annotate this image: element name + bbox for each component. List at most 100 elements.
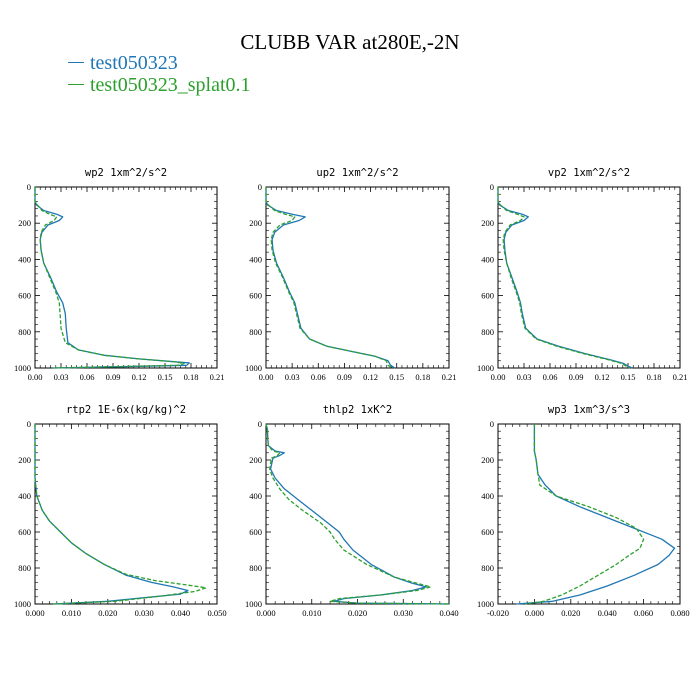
y-tick-label: 200 <box>249 455 262 465</box>
x-tick-label: 0.06 <box>543 372 558 382</box>
y-tick-label: 200 <box>18 218 31 228</box>
y-tick-label: 0 <box>490 182 494 192</box>
y-tick-label: 1000 <box>14 599 31 609</box>
x-tick-label: 0.18 <box>415 372 430 382</box>
y-tick-label: 400 <box>249 254 262 264</box>
plot-frame <box>265 423 450 605</box>
y-tick-label: 600 <box>18 291 31 301</box>
y-tick-label: 1000 <box>245 363 262 373</box>
series-line-test050323-splat0-1 <box>34 187 185 369</box>
y-tick-label: 200 <box>18 455 31 465</box>
series-line-test050323-splat0-1 <box>265 187 393 369</box>
x-tick-label: 0.18 <box>647 372 662 382</box>
y-tick-label: 600 <box>481 527 494 537</box>
x-tick-label: 0.09 <box>106 372 121 382</box>
y-tick-label: 200 <box>481 218 494 228</box>
x-tick-label: 0.050 <box>207 608 226 618</box>
y-tick-label: 400 <box>18 491 31 501</box>
legend-label: test050323 <box>90 52 178 74</box>
panel-title: wp2 1xm^2/s^2 <box>85 167 167 179</box>
x-tick-label: 0.18 <box>184 372 199 382</box>
x-tick-label: 0.020 <box>98 608 117 618</box>
plot-frame <box>497 423 681 605</box>
x-tick-label: 0.00 <box>28 372 43 382</box>
x-tick-label: 0.12 <box>595 372 610 382</box>
x-tick-label: 0.000 <box>25 608 44 618</box>
panel-vp2: vp2 1xm^2/s^2 0.00 0.03 0.06 0.09 0.12 0.15 0.1… <box>477 167 687 382</box>
series-line-test050323-splat0-1 <box>525 424 645 605</box>
legend-entry-splat: test050323_splat0.1 <box>68 74 251 96</box>
panel-rtp2: rtp2 1E-6x(kg/kg)^2 0.000 0.010 0.020 0.030 0… <box>14 404 227 618</box>
x-tick-label: 0.00 <box>259 372 274 382</box>
x-tick-label: 0.21 <box>673 372 688 382</box>
legend-swatch-solid <box>68 61 84 63</box>
x-tick-label: 0.040 <box>598 608 617 618</box>
series-line-test050323-splat0-1 <box>265 423 450 605</box>
x-tick-label: 0.010 <box>302 608 321 618</box>
x-tick-label: 0.12 <box>363 372 378 382</box>
x-tick-label: 0.020 <box>561 608 580 618</box>
y-tick-label: 1000 <box>477 363 494 373</box>
x-tick-label: 0.21 <box>210 372 225 382</box>
y-tick-label: 400 <box>18 254 31 264</box>
main-title: CLUBB VAR at280E,-2N <box>240 30 460 54</box>
x-tick-label: 0.000 <box>525 608 544 618</box>
y-tick-label: 0 <box>258 419 262 429</box>
y-tick-label: 800 <box>481 327 494 337</box>
y-tick-label: 200 <box>481 455 494 465</box>
y-tick-label: 0 <box>490 419 494 429</box>
x-tick-label: 0.15 <box>621 372 636 382</box>
x-tick-label: 0.010 <box>62 608 81 618</box>
y-tick-label: 600 <box>18 527 31 537</box>
y-tick-label: 800 <box>249 563 262 573</box>
legend-entry-test050323: test050323 <box>68 52 178 74</box>
y-tick-label: 400 <box>481 491 494 501</box>
x-tick-label: 0.03 <box>517 372 532 382</box>
x-tick-label: 0.06 <box>311 372 326 382</box>
y-tick-label: 0 <box>27 419 31 429</box>
legend-swatch-dashed <box>68 83 84 85</box>
y-tick-label: 1000 <box>14 363 31 373</box>
x-tick-label: 0.00 <box>491 372 506 382</box>
panel-wp3: wp3 1xm^3/s^3 -0.020 0.000 0.020 0.040 0.060 0… <box>477 404 690 618</box>
legend-label: test050323_splat0.1 <box>90 74 251 96</box>
panel-title: thlp2 1xK^2 <box>323 404 393 416</box>
panel-title: wp3 1xm^3/s^3 <box>548 404 630 416</box>
x-tick-label: 0.12 <box>132 372 147 382</box>
x-tick-label: 0.020 <box>348 608 367 618</box>
plot-frame <box>34 423 218 605</box>
y-tick-label: 0 <box>27 182 31 192</box>
plot-frame <box>265 186 450 369</box>
y-tick-label: 1000 <box>477 599 494 609</box>
x-tick-label: 0.030 <box>394 608 413 618</box>
x-tick-label: 0.080 <box>670 608 689 618</box>
x-tick-label: 0.040 <box>171 608 190 618</box>
panel-title: rtp2 1E-6x(kg/kg)^2 <box>66 404 186 416</box>
y-tick-label: 800 <box>249 327 262 337</box>
x-tick-label: 0.03 <box>54 372 69 382</box>
x-tick-label: 0.09 <box>337 372 352 382</box>
panel-wp2: wp2 1xm^2/s^2 0.00 0.03 0.06 0.09 0.12 0.15 0.1… <box>14 167 224 382</box>
y-tick-label: 800 <box>18 327 31 337</box>
x-tick-label: 0.15 <box>389 372 404 382</box>
x-tick-label: -0.020 <box>487 608 509 618</box>
x-tick-label: 0.000 <box>256 608 275 618</box>
x-tick-label: 0.09 <box>569 372 584 382</box>
x-tick-label: 0.030 <box>135 608 154 618</box>
panel-title: vp2 1xm^2/s^2 <box>548 167 630 179</box>
y-tick-label: 600 <box>481 291 494 301</box>
x-tick-label: 0.21 <box>442 372 457 382</box>
panel-thlp2: thlp2 1xK^2 0.000 0.010 0.020 0.030 0.040 0 200… <box>245 404 459 618</box>
x-tick-label: 0.03 <box>285 372 300 382</box>
series-line-test050323-splat0-1 <box>34 424 207 605</box>
x-tick-label: 0.15 <box>158 372 173 382</box>
series-line-test050323 <box>34 424 189 605</box>
y-tick-label: 200 <box>249 218 262 228</box>
plot-frame <box>34 186 218 369</box>
x-tick-label: 0.040 <box>439 608 458 618</box>
y-tick-label: 0 <box>258 182 262 192</box>
series-line-test050323 <box>265 423 450 605</box>
y-tick-label: 1000 <box>245 599 262 609</box>
y-tick-label: 800 <box>18 563 31 573</box>
